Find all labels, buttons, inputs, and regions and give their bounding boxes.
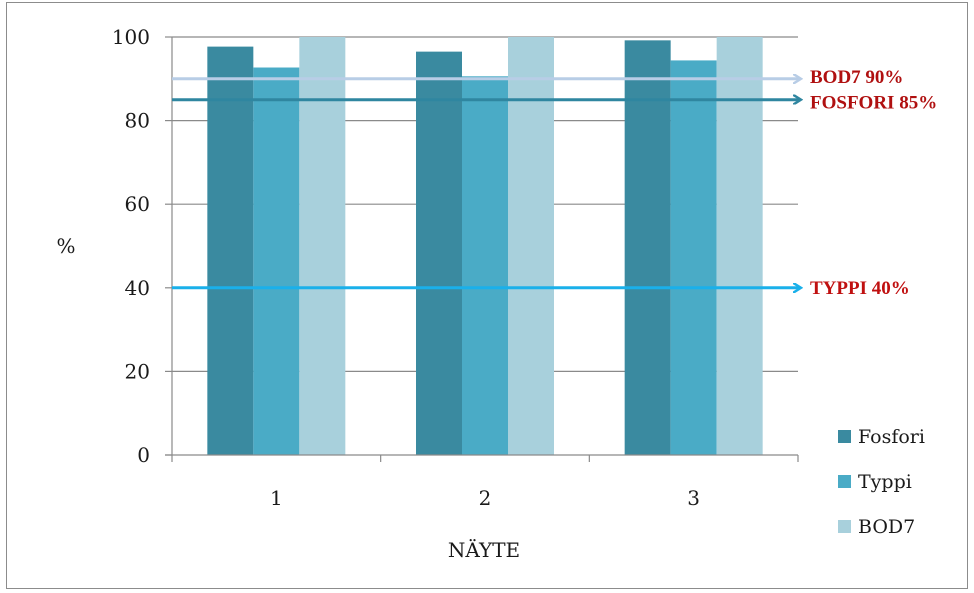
threshold-label-2: TYPPI 40%: [810, 278, 910, 299]
legend-label-fosfori: Fosfori: [858, 426, 925, 448]
bar-typpi-3: [670, 60, 717, 456]
y-tick-label: 60: [125, 192, 150, 216]
bars: [207, 37, 763, 456]
bar-typpi-2: [462, 76, 508, 456]
threshold-label-1: FOSFORI 85%: [810, 93, 937, 114]
legend-swatch-bod7: [838, 520, 851, 533]
bar-bod7-2: [508, 37, 554, 455]
bar-bod7-1: [299, 37, 346, 455]
legend-label-typpi: Typpi: [858, 471, 912, 493]
axes: 0 20 40 60 80 100 1 2 3: [112, 25, 799, 510]
y-tick-label: 40: [125, 276, 150, 300]
bar-fosfori-3: [624, 40, 671, 456]
y-axis-label: %: [56, 234, 75, 258]
y-tick-label: 100: [112, 25, 150, 49]
y-tick-label: 80: [125, 109, 150, 133]
x-axis-label: NÄYTE: [448, 538, 520, 562]
bar-fosfori-2: [416, 51, 462, 455]
y-tick-label: 0: [137, 443, 150, 467]
bar-typpi-1: [253, 67, 300, 455]
threshold-lines: BOD7 90% FOSFORI 85% TYPPI 40%: [172, 67, 937, 299]
threshold-label-0: BOD7 90%: [810, 67, 903, 88]
bar-fosfori-1: [207, 46, 254, 455]
legend-label-bod7: BOD7: [858, 516, 915, 538]
legend-swatch-typpi: [838, 475, 851, 488]
x-tick-label: 1: [270, 486, 283, 510]
y-tick-label: 20: [125, 359, 150, 383]
legend: Fosfori Typpi BOD7: [838, 426, 925, 538]
x-tick-label: 3: [687, 486, 700, 510]
x-tick-label: 2: [479, 486, 492, 510]
bar-bod7-3: [716, 37, 763, 455]
legend-swatch-fosfori: [838, 430, 851, 443]
